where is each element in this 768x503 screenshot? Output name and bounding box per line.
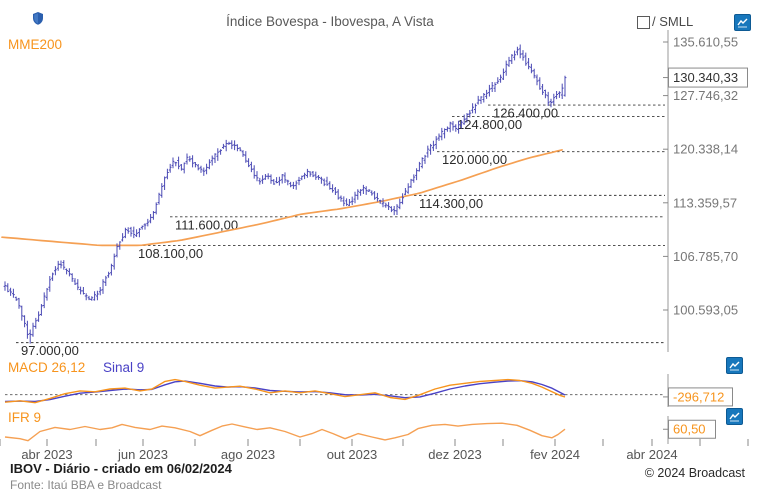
y-axis-label: 113.359,57	[673, 195, 737, 210]
macd-value-box	[668, 387, 733, 407]
x-axis-label: ago 2023	[221, 447, 275, 462]
x-axis-label: abr 2024	[626, 447, 677, 462]
page-title: Índice Bovespa - Ibovespa, A Vista	[226, 14, 434, 29]
compare-smll-label[interactable]: / SMLL	[652, 14, 694, 29]
x-axis-label: out 2023	[327, 447, 378, 462]
x-axis-label: jun 2023	[117, 447, 168, 462]
source-line: Fonte: Itaú BBA e Broadcast	[10, 478, 162, 492]
mini-chart-icon	[737, 18, 748, 28]
chart-info-line: IBOV - Diário - criado em 06/02/2024	[10, 461, 232, 476]
x-axis-label: dez 2023	[428, 447, 482, 462]
y-axis-label: 120.338,14	[673, 142, 738, 157]
y-axis-label: 106.785,70	[673, 249, 738, 264]
last-price-label: 130.340,33	[673, 70, 738, 85]
macd-legend: MACD 26,12	[8, 360, 86, 375]
last-price-box	[668, 67, 748, 88]
shield-icon	[33, 12, 43, 25]
level-label: 124.800,00	[457, 117, 522, 132]
price-levels: 126.400,00124.800,00120.000,00114.300,00…	[16, 104, 665, 358]
y-axis-label: 135.610,55	[673, 35, 738, 50]
mini-chart-icon	[729, 361, 740, 371]
price-candles	[3, 44, 567, 344]
x-axis-label: abr 2023	[21, 447, 72, 462]
price-axis: 135.610,55 127.746,32 120.338,14 113.359,57…	[663, 30, 738, 352]
y-axis-label: 127.746,32	[673, 88, 738, 103]
level-label: 111.600,00	[175, 217, 238, 232]
macd-panel-tool-icon[interactable]	[726, 357, 743, 374]
ifr-value-label: 60,50	[673, 422, 706, 437]
level-label: 108.100,00	[138, 246, 203, 261]
x-axis: abr 2023 jun 2023 ago 2023 out 2023 dez 2023…	[0, 439, 749, 462]
ifr-panel-tool-icon[interactable]	[726, 408, 743, 425]
chart-tool-icon[interactable]	[734, 14, 751, 31]
ifr-legend: IFR 9	[8, 410, 42, 425]
x-axis-label: fev 2024	[530, 447, 580, 462]
ifr-series	[4, 422, 566, 442]
mme200-legend: MME200	[8, 37, 63, 52]
ifr-value-box	[668, 419, 716, 439]
ifr-panel: 60,50	[4, 416, 716, 444]
macd-value-label: -296,712	[673, 389, 724, 404]
y-axis-label: 100.593,05	[673, 303, 738, 318]
macd-panel: -296,712	[4, 374, 733, 407]
level-label: 120.000,00	[442, 152, 507, 167]
level-label: 114.300,00	[419, 196, 483, 211]
mme200-line	[1, 149, 563, 247]
copyright: © 2024 Broadcast	[644, 466, 745, 480]
macd-series	[4, 378, 566, 404]
sinal-legend: Sinal 9	[103, 360, 145, 375]
last-price: 130.340,33	[663, 67, 748, 88]
compare-checkbox[interactable]	[637, 16, 650, 29]
mini-chart-icon	[729, 412, 740, 422]
level-label: 97.000,00	[21, 343, 79, 358]
